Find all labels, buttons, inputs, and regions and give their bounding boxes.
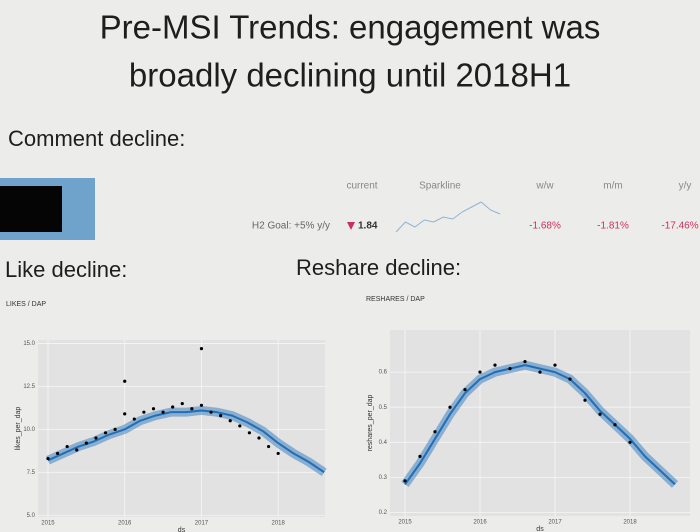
data-point [583, 398, 587, 402]
forecast-line [47, 409, 325, 474]
data-point [199, 346, 204, 351]
column-header: m/m [603, 181, 622, 192]
change-value: -1.81% [597, 221, 629, 232]
column-header: w/w [535, 181, 554, 192]
data-point [448, 405, 452, 409]
x-tick-label: 2017 [548, 520, 562, 526]
y-tick-label: 0.5 [379, 405, 388, 411]
x-tick-label: 2018 [623, 520, 637, 526]
x-tick-label: 2016 [118, 521, 132, 527]
data-point [276, 451, 280, 456]
data-point [65, 444, 69, 449]
x-axis-label: ds [536, 526, 544, 532]
y-tick-label: 0.6 [379, 370, 388, 376]
forecast-line [404, 364, 676, 486]
x-tick-label: 2015 [398, 520, 412, 526]
data-point [478, 370, 482, 374]
down-arrow [347, 222, 355, 230]
data-point [171, 405, 175, 409]
y-tick-label: 12.5 [23, 384, 35, 390]
data-point [209, 410, 213, 414]
x-axis-label: ds [178, 527, 186, 532]
column-header: Sparkline [419, 181, 461, 192]
data-point [151, 407, 156, 411]
section-heading: Reshare decline: [296, 255, 461, 280]
x-tick-label: 2015 [41, 521, 55, 527]
data-point [257, 436, 261, 440]
data-point [508, 367, 512, 371]
data-point [433, 430, 437, 434]
section-heading: Comment decline: [8, 126, 185, 151]
data-point [142, 410, 146, 414]
plot-panel [390, 330, 690, 516]
data-point [247, 431, 252, 435]
column-header: current [346, 181, 377, 192]
x-tick-label: 2017 [195, 521, 209, 527]
current-value: 1.84 [358, 221, 378, 232]
y-tick-label: 7.5 [27, 470, 36, 476]
y-tick-label: 5.0 [27, 513, 36, 519]
data-point [113, 427, 117, 431]
data-point [228, 419, 232, 423]
data-point [190, 407, 194, 411]
data-point [180, 401, 184, 406]
y-tick-label: 0.4 [379, 440, 388, 446]
y-tick-label: 0.2 [379, 510, 388, 516]
chart-title: RESHARES / DAP [366, 296, 425, 303]
data-point [553, 363, 557, 367]
data-point [418, 454, 422, 458]
title-line: broadly declining until 2018H1 [129, 57, 571, 94]
data-point [598, 412, 602, 416]
data-point [568, 377, 572, 381]
data-point [463, 388, 467, 392]
y-tick-label: 0.3 [379, 475, 388, 481]
data-point [266, 444, 271, 449]
section-heading: Like decline: [5, 257, 127, 282]
data-point [55, 451, 60, 456]
y-axis-label: reshares_per_dap [367, 394, 374, 451]
data-point [94, 436, 98, 440]
data-point [493, 363, 497, 367]
data-point [123, 379, 127, 383]
title-line: Pre-MSI Trends: engagement was [100, 9, 601, 46]
column-header: y/y [679, 181, 692, 192]
data-point [538, 370, 542, 374]
data-point [628, 440, 632, 444]
data-point [103, 431, 108, 435]
data-point [132, 417, 136, 421]
sparkline [395, 201, 501, 233]
x-tick-label: 2016 [473, 520, 487, 526]
change-value: -1.68% [529, 221, 561, 232]
data-point [613, 423, 617, 427]
data-point [123, 412, 127, 416]
plot-panel [38, 340, 325, 517]
data-point [403, 479, 407, 483]
data-point [219, 414, 223, 418]
data-point [238, 424, 242, 428]
data-point [84, 441, 88, 445]
x-tick-label: 2018 [272, 521, 286, 527]
goal-label: H2 Goal: +5% y/y [252, 221, 330, 232]
redaction [0, 186, 62, 232]
y-axis-label: likes_per_dap [15, 407, 22, 451]
y-tick-label: 15.0 [23, 341, 35, 347]
data-point [75, 448, 79, 452]
chart-title: LIKES / DAP [6, 301, 46, 308]
change-value: -17.46% [661, 221, 698, 232]
data-point [46, 456, 50, 461]
y-tick-label: 10.0 [23, 427, 35, 433]
data-point [523, 359, 527, 364]
data-point [161, 410, 165, 414]
data-point [199, 403, 204, 407]
